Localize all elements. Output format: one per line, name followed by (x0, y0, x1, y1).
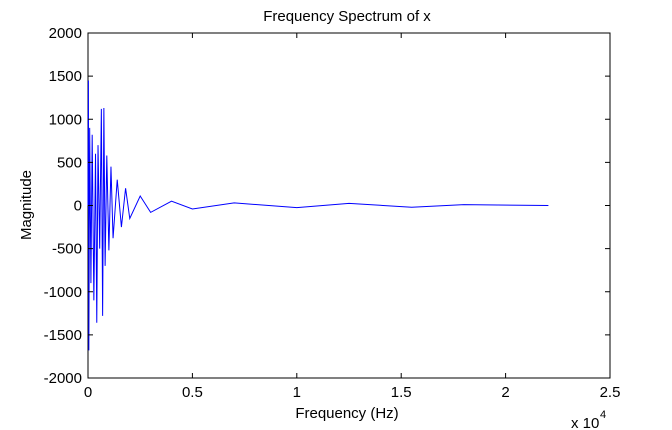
x-tick-label: 0 (84, 384, 92, 401)
x-tick-label: 2 (501, 384, 509, 401)
x-exponent-label: x 10 4 (571, 409, 606, 430)
chart-title: Frequency Spectrum of x (263, 8, 431, 25)
x-axis-label: Frequency (Hz) (295, 405, 398, 422)
y-tick-label: 1000 (49, 111, 82, 128)
x-tick-label: 0.5 (182, 384, 203, 401)
y-tick-label: 2000 (49, 25, 82, 42)
x-exponent-power: 4 (600, 409, 606, 421)
y-tick-label: 500 (57, 154, 82, 171)
x-exponent-base: x 10 (571, 415, 599, 430)
ticks-layer: 0 0.5 1 1.5 2 2.5 2000 1500 1000 500 0 -500 -1000 -15… (44, 25, 621, 401)
y-tick-label: 0 (74, 198, 82, 215)
spectrum-series-line (87, 80, 549, 351)
y-tick-label: -500 (52, 241, 82, 258)
y-tick-label: -1000 (44, 284, 82, 301)
x-tick-label: 2.5 (600, 384, 621, 401)
y-tick-label: -2000 (44, 370, 82, 387)
y-tick-label: -1500 (44, 327, 82, 344)
x-tick-label: 1.5 (391, 384, 412, 401)
plot-area: 0 0.5 1 1.5 2 2.5 2000 1500 1000 500 0 -500 -1000 -15… (44, 25, 621, 401)
y-tick-label: 1500 (49, 68, 82, 85)
y-axis-label: Magnitude (18, 170, 35, 240)
x-tick-label: 1 (293, 384, 301, 401)
series-layer (87, 80, 549, 351)
